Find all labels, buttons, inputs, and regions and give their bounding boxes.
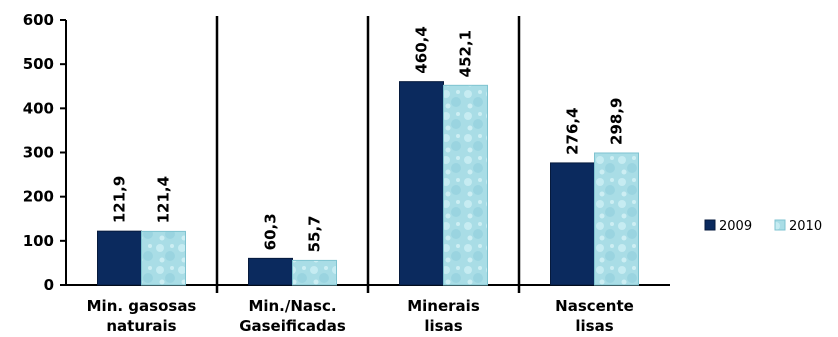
- y-tick-label: 300: [23, 144, 54, 162]
- category-label-2: Minerais lisas: [407, 297, 480, 335]
- category-label-1: Min./Nasc. Gaseificadas: [239, 297, 346, 335]
- legend: 2009 2010: [704, 219, 822, 234]
- y-tick-label: 500: [23, 55, 54, 73]
- bar-2009-3: [550, 162, 595, 286]
- category-labels: Min. gasosas naturais Min./Nasc. Gaseificad…: [87, 297, 634, 335]
- data-label-2009-1: 60,3: [262, 213, 280, 250]
- category-label-3: Nascente lisas: [555, 297, 634, 335]
- y-tick-labels: 0 100 200 300 400 500 600: [23, 11, 54, 294]
- y-tick-label: 100: [23, 232, 54, 250]
- data-label-2009-2: 460,4: [413, 26, 431, 73]
- bar-2009-1: [248, 257, 293, 286]
- bars: [97, 81, 639, 286]
- data-label-2009-0: 121,9: [111, 176, 129, 223]
- legend-label-2009: 2009: [719, 219, 752, 234]
- data-label-2010-2: 452,1: [457, 30, 475, 77]
- y-tick-label: 400: [23, 99, 54, 117]
- bar-2010-1: [292, 259, 337, 286]
- bar-2010-0: [141, 230, 186, 286]
- bar-2010-2: [443, 84, 488, 286]
- data-label-2010-0: 121,4: [155, 176, 173, 223]
- bar-2009-0: [97, 230, 142, 286]
- data-label-2010-3: 298,9: [608, 98, 626, 145]
- y-tick-label: 0: [44, 276, 54, 294]
- bar-2010-3: [594, 152, 639, 286]
- legend-label-2010: 2010: [789, 219, 822, 234]
- y-tick-label: 600: [23, 11, 54, 29]
- y-tick-label: 200: [23, 188, 54, 206]
- legend-swatch-2009: [704, 219, 716, 231]
- data-label-2010-1: 55,7: [306, 215, 324, 252]
- data-labels: 121,9 121,4 60,3 55,7 460,4 452,1 276,4 298,9: [111, 26, 626, 252]
- legend-swatch-2010: [774, 219, 786, 231]
- category-separators: [215, 16, 521, 293]
- data-label-2009-3: 276,4: [564, 107, 582, 154]
- bar-2009-2: [399, 81, 444, 286]
- category-label-0: Min. gasosas naturais: [87, 297, 197, 335]
